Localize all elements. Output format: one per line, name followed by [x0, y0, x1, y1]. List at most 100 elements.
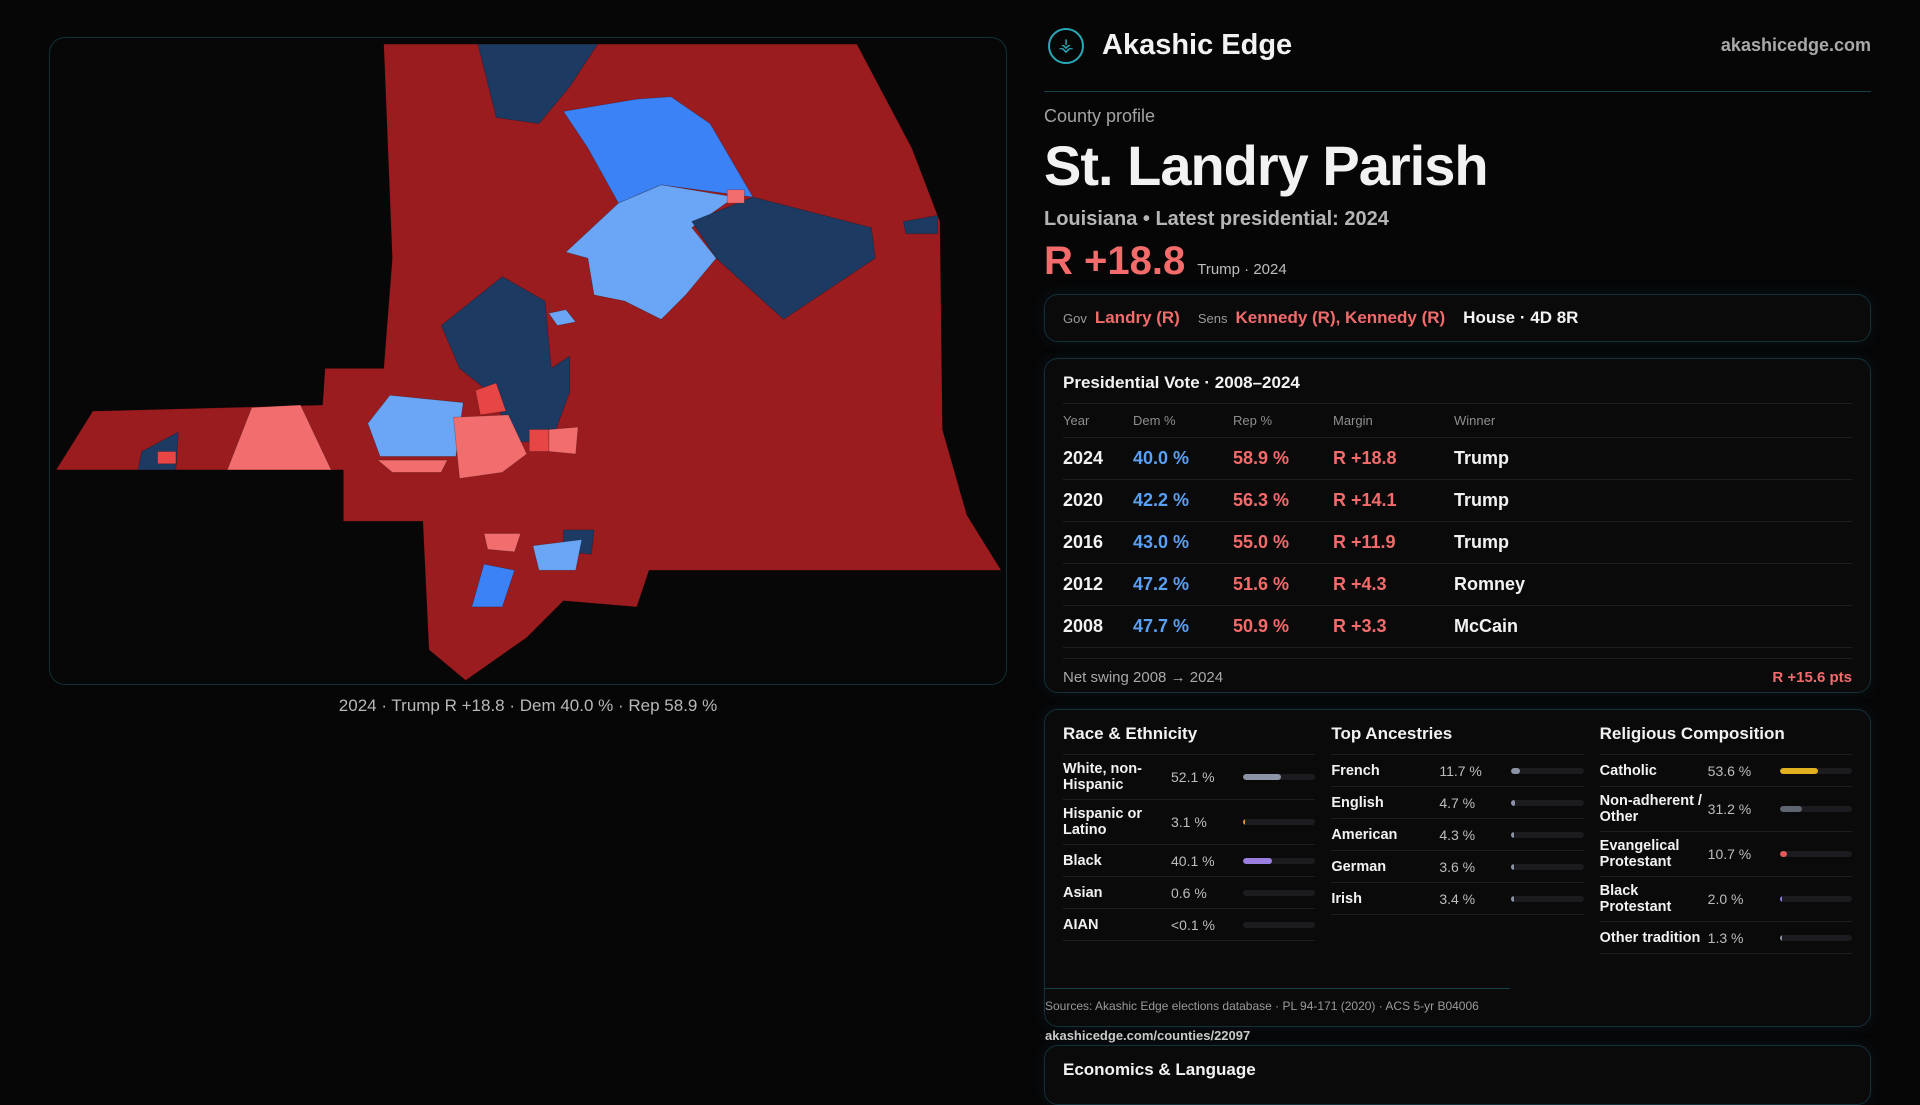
- share-bar-fill: [1243, 774, 1281, 780]
- table-cell: 56.3 %: [1233, 490, 1290, 510]
- share-bar-fill: [1779, 896, 1782, 902]
- share-bar: [1779, 896, 1852, 902]
- table-cell: R +3.3: [1333, 616, 1387, 636]
- share-bar-fill: [1779, 851, 1788, 857]
- share-bar: [1243, 889, 1316, 896]
- precinct[interactable]: [475, 382, 507, 416]
- page-kicker: County profile: [1044, 106, 1156, 126]
- religion-section: Religious Composition Catholic 53.6 % No…: [1599, 724, 1852, 954]
- precinct[interactable]: [477, 43, 599, 125]
- share-bar-fill: [1511, 767, 1520, 774]
- precinct[interactable]: [483, 533, 522, 553]
- column-header: Margin: [1333, 413, 1373, 428]
- item-label: Hispanic or Latino: [1063, 806, 1142, 838]
- net-swing: Net swing 2008 → 2024 R +15.6 pts: [1063, 658, 1852, 686]
- item-percent: 10.7 %: [1707, 846, 1752, 862]
- list-item: German 3.6 %: [1331, 851, 1584, 883]
- item-percent: 2.0 %: [1707, 891, 1744, 907]
- item-label: Catholic: [1599, 762, 1657, 779]
- item-label: Asian: [1063, 884, 1103, 901]
- list-item: Other tradition 1.3 %: [1599, 922, 1852, 954]
- precinct[interactable]: [471, 563, 516, 608]
- share-bar-fill: [1511, 895, 1514, 902]
- share-bar: [1779, 767, 1852, 774]
- share-bar: [1779, 851, 1852, 857]
- share-bar-fill: [1243, 921, 1245, 928]
- table-cell: 50.9 %: [1233, 616, 1290, 636]
- precinct[interactable]: [691, 196, 876, 320]
- column-header: Year: [1063, 413, 1090, 428]
- list-item: American 4.3 %: [1331, 819, 1584, 851]
- precinct[interactable]: [902, 214, 938, 235]
- list-item: English 4.7 %: [1331, 787, 1584, 819]
- list-item: Irish 3.4 %: [1331, 883, 1584, 915]
- table-row: 2024 40.0 % 58.9 % R +18.8 Trump: [1063, 438, 1852, 480]
- item-label: English: [1331, 794, 1384, 811]
- precinct[interactable]: [532, 539, 583, 571]
- page-subtitle: Louisiana • Latest presidential: 2024: [1044, 208, 1389, 230]
- precinct[interactable]: [157, 451, 177, 465]
- share-bar-fill: [1779, 934, 1782, 941]
- county-map-panel[interactable]: [49, 37, 1007, 685]
- list-item: French 11.7 %: [1331, 755, 1584, 787]
- precinct[interactable]: [453, 414, 528, 479]
- list-item: Evangelical Protestant 10.7 %: [1599, 832, 1852, 877]
- table-row: 2016 43.0 % 55.0 % R +11.9 Trump: [1063, 522, 1852, 564]
- section-title: Race & Ethnicity: [1063, 724, 1316, 755]
- share-bar: [1511, 863, 1584, 870]
- list-item: Non-adherent / Other 31.2 %: [1599, 787, 1852, 832]
- list-item: Catholic 53.6 %: [1599, 755, 1852, 787]
- section-title: Top Ancestries: [1331, 724, 1584, 755]
- table-cell: R +4.3: [1333, 574, 1387, 594]
- precinct[interactable]: [726, 189, 745, 204]
- precinct[interactable]: [565, 184, 736, 320]
- page-title: St. Landry Parish: [1044, 134, 1489, 197]
- item-percent: 53.6 %: [1707, 762, 1752, 779]
- brand-name[interactable]: Akashic Edge: [1102, 29, 1293, 61]
- share-bar-fill: [1243, 889, 1245, 896]
- officials-bar: Gov Landry (R) Sens Kennedy (R), Kennedy…: [1044, 294, 1871, 342]
- precinct[interactable]: [528, 429, 550, 452]
- column-header: Winner: [1454, 413, 1496, 428]
- precinct[interactable]: [440, 276, 570, 443]
- item-label: French: [1331, 762, 1380, 779]
- item-label: Black Protestant: [1599, 883, 1672, 915]
- table-row: 2020 42.2 % 56.3 % R +14.1 Trump: [1063, 480, 1852, 522]
- compass-emblem-icon[interactable]: ⚶: [1048, 27, 1084, 64]
- precinct[interactable]: [376, 459, 448, 473]
- list-item: Hispanic or Latino 3.1 %: [1063, 800, 1316, 845]
- sources-note: Sources: Akashic Edge elections database…: [1045, 988, 1510, 1013]
- swing-value: R +15.6 pts: [1772, 669, 1852, 686]
- table-cell: Trump: [1454, 532, 1510, 552]
- site-header: ⚶ Akashic Edge akashicedge.com: [1044, 0, 1871, 92]
- site-link[interactable]: akashicedge.com: [1720, 35, 1871, 55]
- map-caption: 2024 · Trump R +18.8 · Dem 40.0 % · Rep …: [338, 696, 718, 715]
- column-header: Dem %: [1133, 413, 1176, 428]
- item-percent: 0.6 %: [1171, 884, 1207, 901]
- list-item: Black Protestant 2.0 %: [1599, 877, 1852, 922]
- precinct[interactable]: [548, 309, 577, 326]
- source-url[interactable]: akashicedge.com/counties/22097: [1045, 1028, 1251, 1043]
- item-percent: 1.3 %: [1707, 929, 1744, 946]
- share-bar-fill: [1243, 857, 1272, 864]
- item-percent: <0.1 %: [1171, 916, 1215, 933]
- headline-margin: R +18.8 Trump · 2024: [1044, 239, 1871, 284]
- table-body: 2024 40.0 % 58.9 % R +18.8 Trump 2020 42.2 % 56…: [1063, 438, 1852, 648]
- list-item: White, non-Hispanic 52.1 %: [1063, 755, 1316, 800]
- precinct[interactable]: [226, 404, 332, 471]
- table-cell: 51.6 %: [1233, 574, 1290, 594]
- share-bar-fill: [1511, 863, 1514, 870]
- share-bar: [1511, 799, 1584, 806]
- share-bar: [1779, 934, 1852, 941]
- item-label: Other tradition: [1599, 929, 1701, 946]
- item-percent: 52.1 %: [1171, 769, 1215, 785]
- share-bar: [1243, 857, 1316, 864]
- table-cell: 47.7 %: [1133, 616, 1190, 636]
- share-bar: [1511, 831, 1584, 838]
- precinct-map[interactable]: [50, 38, 1006, 684]
- item-percent: 4.3 %: [1439, 826, 1476, 843]
- precinct[interactable]: [548, 426, 579, 455]
- share-bar-fill: [1779, 767, 1819, 774]
- swing-label: Net swing 2008 → 2024: [1063, 669, 1224, 686]
- demographics-card: Race & Ethnicity White, non-Hispanic 52.…: [1044, 709, 1871, 1043]
